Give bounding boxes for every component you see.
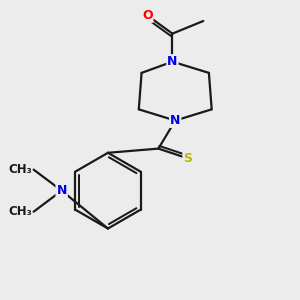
Text: S: S: [183, 152, 192, 165]
Text: N: N: [56, 184, 67, 197]
Text: N: N: [170, 114, 180, 127]
Text: O: O: [142, 9, 152, 22]
Text: CH₃: CH₃: [8, 163, 32, 176]
Text: CH₃: CH₃: [8, 205, 32, 218]
Text: N: N: [167, 55, 178, 68]
